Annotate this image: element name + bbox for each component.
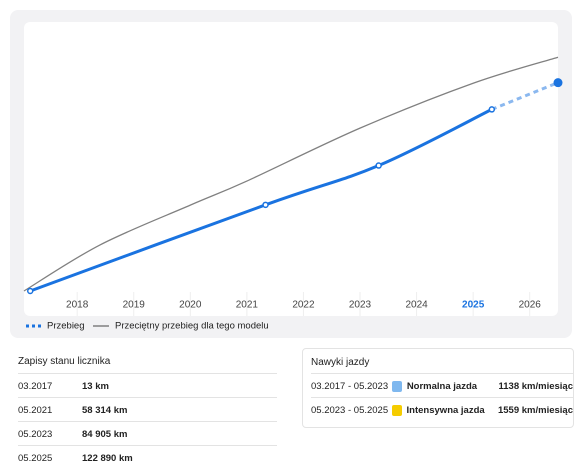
x-tick-label: 2026 xyxy=(519,300,542,311)
swatch xyxy=(391,404,402,416)
table-title: Nawyki jazdy xyxy=(311,357,370,368)
average-line xyxy=(23,56,559,292)
date: 03.2017 xyxy=(18,380,53,392)
rate: 1559 km/miesiąc xyxy=(497,404,573,416)
x-tick-label: 2020 xyxy=(179,300,202,311)
x-tick-label: 2019 xyxy=(123,300,146,311)
table-row: 03.2017 - 05.2023 Normalna jazda 1138 km/m… xyxy=(311,373,573,398)
x-tick-label: 2018 xyxy=(66,300,89,311)
legend-label: Przebieg xyxy=(47,321,85,332)
x-tick-label: 2022 xyxy=(292,300,315,311)
rate: 1138 km/miesiąc xyxy=(498,380,573,392)
odometer-table: Zapisy stanu licznika 03.2017 13 km 05.202… xyxy=(10,348,285,468)
table-row: 05.2023 - 05.2025 Intensywna jazda 1559 km… xyxy=(311,397,573,422)
habit-label: Intensywna jazda xyxy=(406,404,485,416)
projection-point xyxy=(553,78,563,88)
habits-table: Nawyki jazdy 03.2017 - 05.2023 Normalna j… xyxy=(302,348,574,428)
plot-area xyxy=(24,22,558,316)
period: 03.2017 - 05.2023 xyxy=(311,380,389,392)
x-tick-label: 2023 xyxy=(349,300,372,311)
mileage-line xyxy=(29,108,493,293)
date: 05.2025 xyxy=(18,452,53,464)
date: 05.2021 xyxy=(18,404,53,416)
projection-line xyxy=(491,81,559,111)
date: 05.2023 xyxy=(18,428,53,440)
table-row: 05.2023 84 905 km xyxy=(18,421,277,446)
x-tick-label: 2021 xyxy=(236,300,259,311)
table-row: 03.2017 13 km xyxy=(18,373,277,398)
reading-point xyxy=(26,287,34,295)
table-title: Zapisy stanu licznika xyxy=(18,356,111,367)
chart: 2018 2019 2020 2021 2022 2023 2024 2025 2026 Prze… xyxy=(10,10,572,338)
swatch xyxy=(391,380,402,392)
period: 05.2023 - 05.2025 xyxy=(311,404,389,416)
x-tick-label: 2024 xyxy=(405,300,428,311)
reading-point xyxy=(488,106,496,113)
legend-label: Przeciętny przebieg dla tego modelu xyxy=(115,321,269,332)
mileage: 84 905 km xyxy=(82,428,128,440)
x-tick-label: 2025 xyxy=(462,300,485,311)
habit-label: Normalna jazda xyxy=(406,380,478,392)
mileage: 122 890 km xyxy=(82,452,133,464)
reading-point xyxy=(375,162,382,169)
mileage: 13 km xyxy=(82,380,109,392)
reading-point xyxy=(262,201,269,209)
table-row: 05.2021 58 314 km xyxy=(18,397,277,422)
table-row: 05.2025 122 890 km xyxy=(18,445,277,470)
mileage: 58 314 km xyxy=(82,404,128,416)
